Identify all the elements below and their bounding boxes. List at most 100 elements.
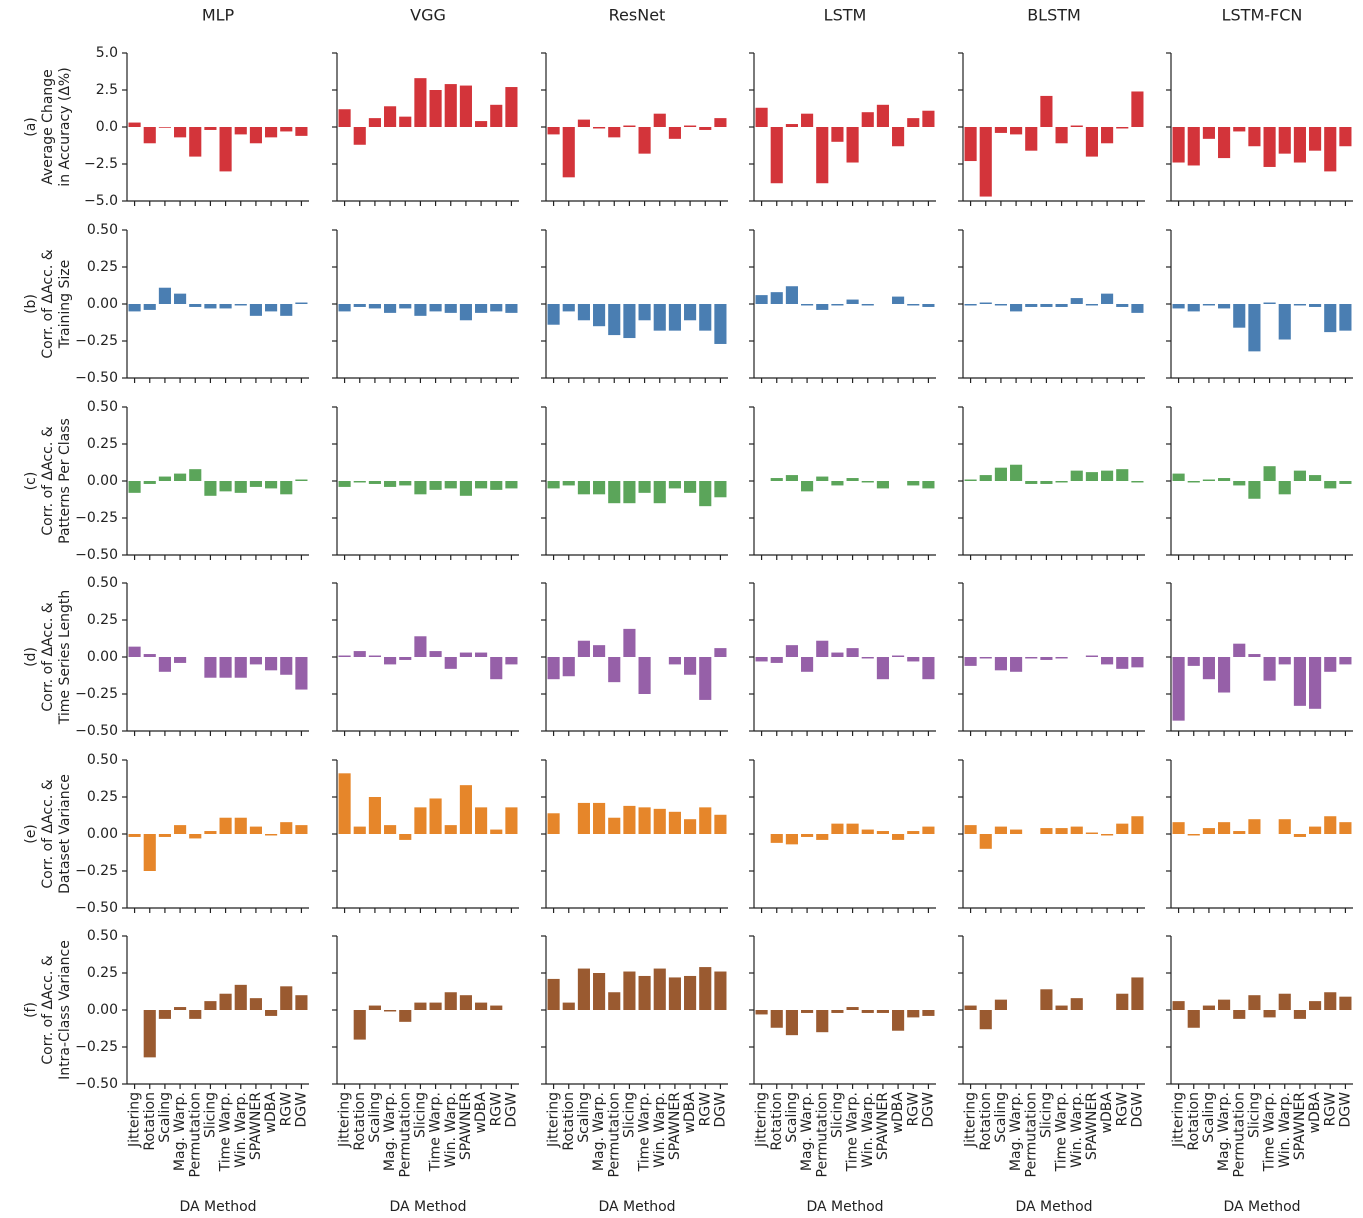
x-tick-label: Jittering bbox=[337, 1092, 353, 1148]
bar bbox=[444, 481, 457, 489]
bar bbox=[128, 646, 141, 657]
bar bbox=[459, 995, 472, 1010]
bar bbox=[623, 805, 636, 834]
bar bbox=[714, 481, 727, 498]
bar bbox=[295, 302, 308, 304]
bar bbox=[399, 834, 412, 840]
x-tick-label: RGW bbox=[278, 1092, 294, 1127]
bar bbox=[699, 657, 712, 700]
bar bbox=[1324, 304, 1337, 333]
bar bbox=[816, 1010, 829, 1033]
bar bbox=[876, 481, 889, 489]
x-tick-label: Scaling bbox=[1201, 1092, 1217, 1143]
bar bbox=[1339, 657, 1352, 665]
y-label-line: (b) bbox=[23, 294, 39, 314]
bar bbox=[653, 304, 666, 331]
bar bbox=[861, 829, 874, 834]
bar bbox=[1278, 304, 1291, 340]
bar bbox=[353, 826, 366, 834]
bar bbox=[1010, 127, 1023, 135]
bar bbox=[1339, 996, 1352, 1010]
bar bbox=[979, 127, 992, 197]
bar bbox=[444, 84, 457, 127]
bar bbox=[234, 481, 247, 493]
x-tick-label: Mag. Warp. bbox=[382, 1092, 398, 1171]
bar bbox=[1187, 657, 1200, 666]
bar bbox=[219, 304, 232, 309]
y-tick-label: 2.5 bbox=[96, 82, 118, 98]
bar bbox=[562, 127, 575, 178]
x-tick-label: Win. Warp. bbox=[860, 1092, 876, 1168]
bar bbox=[1218, 478, 1231, 481]
bar bbox=[1293, 834, 1306, 837]
bar bbox=[577, 119, 590, 127]
bar bbox=[143, 1010, 156, 1058]
bar bbox=[1309, 475, 1322, 481]
bar bbox=[384, 481, 397, 487]
y-tick-label: −0.50 bbox=[75, 370, 118, 386]
x-tick-label: Permutation bbox=[606, 1092, 622, 1177]
bar bbox=[1293, 470, 1306, 481]
y-tick-label: 0.25 bbox=[87, 436, 118, 452]
bar bbox=[1309, 826, 1322, 834]
x-tick-label: Win. Warp. bbox=[1277, 1092, 1293, 1168]
bar bbox=[816, 640, 829, 657]
bar bbox=[892, 655, 905, 657]
bar bbox=[1218, 657, 1231, 693]
bar bbox=[994, 304, 1007, 306]
bar bbox=[219, 817, 232, 834]
bar bbox=[174, 657, 187, 663]
y-tick-label: 0.25 bbox=[87, 612, 118, 628]
bar bbox=[1025, 127, 1038, 151]
bar bbox=[1248, 481, 1261, 499]
bar bbox=[1339, 822, 1352, 834]
x-tick-label: Time Warp. bbox=[637, 1092, 653, 1172]
bar bbox=[505, 87, 518, 127]
bar bbox=[399, 1010, 412, 1022]
bar bbox=[964, 304, 977, 306]
bar bbox=[1233, 831, 1246, 834]
y-label-line: Average Change bbox=[40, 69, 56, 185]
bar bbox=[608, 992, 621, 1010]
bar bbox=[922, 481, 935, 489]
bar bbox=[490, 481, 503, 490]
bar bbox=[1172, 1001, 1185, 1010]
bar bbox=[234, 304, 247, 306]
bar bbox=[234, 127, 247, 135]
bar bbox=[1293, 1010, 1306, 1019]
bar bbox=[1172, 473, 1185, 481]
x-tick-label: Rotation bbox=[769, 1092, 785, 1151]
bar bbox=[475, 121, 488, 127]
bar bbox=[1101, 834, 1114, 836]
bar bbox=[577, 481, 590, 495]
bar bbox=[638, 481, 651, 493]
bar bbox=[280, 481, 293, 495]
x-tick-label: DGW bbox=[712, 1092, 728, 1128]
bar bbox=[399, 116, 412, 127]
bar bbox=[755, 107, 768, 127]
bar bbox=[429, 798, 442, 834]
bar bbox=[846, 299, 859, 304]
bar bbox=[1339, 127, 1352, 147]
bar bbox=[1218, 822, 1231, 834]
bar bbox=[593, 802, 606, 834]
column-title: BLSTM bbox=[1027, 6, 1081, 25]
bar bbox=[1233, 481, 1246, 486]
bar bbox=[249, 304, 262, 316]
bar bbox=[1324, 992, 1337, 1010]
bar bbox=[785, 1010, 798, 1036]
bar bbox=[1263, 302, 1276, 304]
bar bbox=[801, 304, 814, 306]
bar bbox=[668, 481, 681, 489]
x-tick-label: Permutation bbox=[397, 1092, 413, 1177]
bar bbox=[846, 127, 859, 163]
bar bbox=[490, 1005, 503, 1010]
bar bbox=[684, 304, 697, 321]
bar bbox=[994, 657, 1007, 671]
bar bbox=[801, 834, 814, 837]
x-tick-label: Scaling bbox=[157, 1092, 173, 1143]
bar bbox=[158, 476, 171, 481]
y-label-line: Corr. of ΔAcc. & bbox=[40, 249, 56, 358]
bar bbox=[459, 652, 472, 657]
x-tick-label: RGW bbox=[905, 1092, 921, 1127]
